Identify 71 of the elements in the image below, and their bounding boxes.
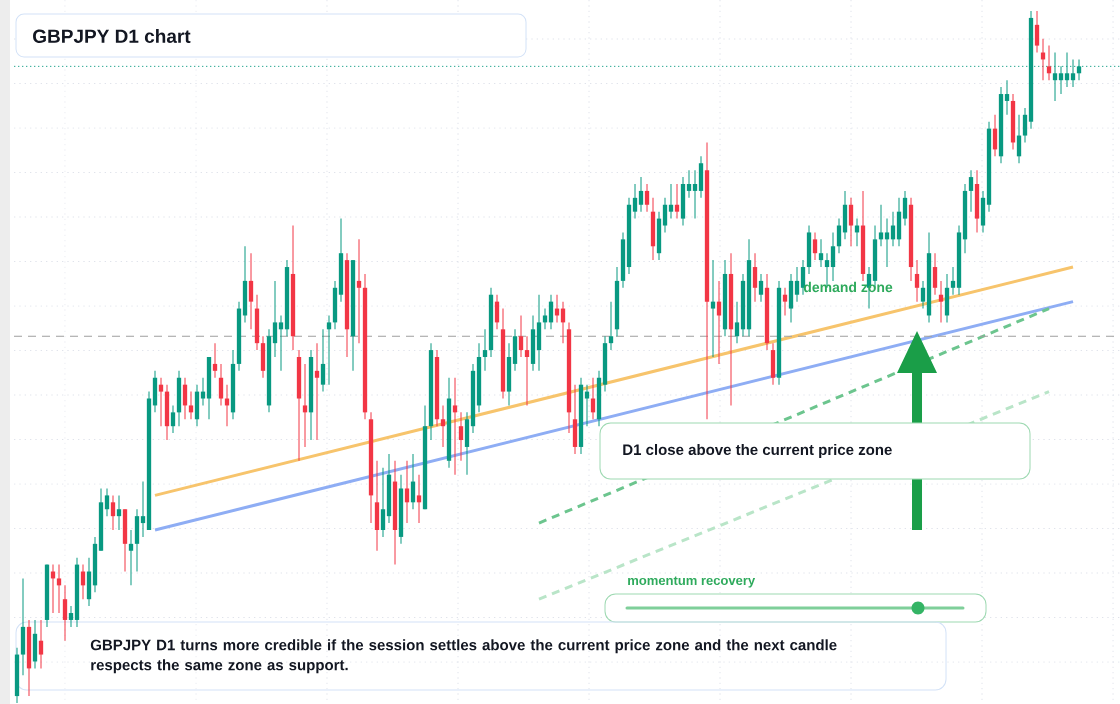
candlestick (278, 314, 284, 372)
candlestick (188, 391, 194, 420)
candlestick (56, 564, 62, 614)
candlestick (1022, 107, 1028, 143)
candlestick (170, 404, 176, 434)
candlestick (932, 252, 938, 296)
candlestick (1046, 45, 1052, 81)
candlestick (452, 377, 458, 476)
candlestick (1034, 10, 1040, 54)
candlestick (104, 487, 110, 517)
candlestick (218, 363, 224, 406)
candlestick (302, 363, 308, 448)
candlestick (116, 494, 122, 531)
candlestick (314, 342, 320, 441)
candlestick (800, 259, 806, 296)
candlestick (632, 183, 638, 220)
candlestick (878, 204, 884, 247)
annotation: D1 close above the current price zone (623, 444, 892, 458)
candlestick (938, 280, 944, 323)
candlestick (692, 169, 698, 220)
candlestick (524, 335, 530, 406)
candlestick (818, 238, 824, 268)
candlestick (584, 384, 590, 427)
candlestick (662, 197, 668, 233)
candlestick (752, 252, 758, 303)
candlestick (140, 481, 146, 538)
candlestick (794, 266, 800, 303)
candlestick (686, 169, 692, 199)
candlestick (950, 266, 956, 296)
candlestick (356, 238, 362, 344)
candlestick (812, 231, 818, 261)
candlestick (542, 308, 548, 330)
candlestick (830, 231, 836, 282)
candlestick (482, 328, 488, 372)
candlestick (782, 287, 788, 316)
candlestick (404, 460, 410, 524)
candlestick (1004, 79, 1010, 116)
candlestick (638, 176, 644, 213)
candlestick (416, 474, 422, 524)
candlestick (272, 280, 278, 358)
candlestick (158, 377, 164, 427)
candlestick (914, 259, 920, 303)
candlestick (380, 467, 386, 538)
candlestick (326, 314, 332, 386)
candlestick (440, 404, 446, 448)
candlestick (710, 259, 716, 358)
annotation: momentum recovery (628, 576, 756, 588)
candlestick (734, 301, 740, 344)
candlestick (212, 342, 218, 379)
candlestick (248, 252, 254, 330)
candlestick (968, 169, 974, 213)
candlestick (848, 197, 854, 247)
candlestick (758, 273, 764, 303)
candlestick (518, 314, 524, 358)
annotation: GBPJPY D1 turns more credible if the session settles above the current price zone and the next candle respects the same zone as support. (90, 639, 837, 674)
candlestick (674, 183, 680, 220)
candlestick (200, 377, 206, 406)
candlestick (884, 218, 890, 268)
candlestick (902, 190, 908, 227)
candlestick (320, 328, 326, 393)
text: GBPJPY D1 chart (33, 29, 191, 43)
candlestick (920, 280, 926, 310)
candlestick (458, 411, 464, 462)
candlestick (644, 183, 650, 213)
candlestick (110, 494, 116, 531)
candlestick (62, 584, 68, 642)
candlestick (668, 183, 674, 220)
candlestick (608, 301, 614, 351)
candlestick (128, 529, 134, 586)
candlestick (68, 605, 74, 628)
candlestick (38, 619, 44, 669)
